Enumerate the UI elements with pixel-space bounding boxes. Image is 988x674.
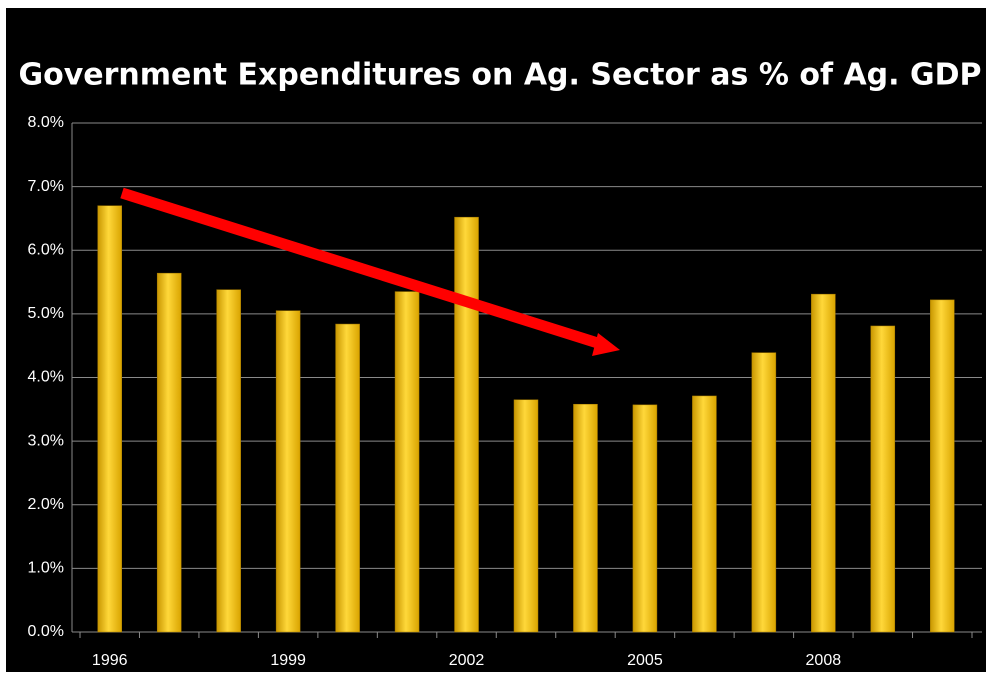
y-tick-label: 3.0% (28, 432, 64, 449)
bar (394, 291, 420, 633)
chart-title: Government Expenditures on Ag. Sector as… (18, 58, 981, 93)
background (6, 8, 986, 672)
bar (97, 205, 122, 633)
bar (275, 310, 301, 633)
bar (751, 352, 777, 633)
x-tick-label: 2005 (627, 652, 663, 669)
bar (335, 323, 360, 633)
bar (156, 272, 182, 633)
bar (930, 299, 955, 633)
plot-area: 0.0% 1.0% 2.0% 3.0% 4.0% 5.0% 6.0% 7.0% 8.0% 1996… (28, 114, 982, 669)
y-tick-label: 2.0% (28, 496, 64, 513)
trend-arrow (120, 187, 620, 356)
y-tick-label: 4.0% (28, 369, 64, 386)
bar (454, 216, 479, 633)
x-tick-label: 2002 (449, 652, 485, 669)
arrow-shaft (120, 187, 606, 351)
bar (216, 289, 241, 633)
x-tick-label: 2008 (806, 652, 842, 669)
bar (692, 395, 717, 633)
bar (811, 293, 836, 633)
bar (513, 399, 539, 633)
arrow-head (592, 333, 620, 356)
y-tick-label: 8.0% (28, 114, 64, 131)
y-tick-label: 0.0% (28, 623, 64, 640)
bar (870, 325, 896, 633)
bar (632, 404, 658, 633)
y-tick-label: 5.0% (28, 305, 64, 322)
y-tick-label: 6.0% (28, 241, 64, 258)
x-tick-label: 1996 (92, 652, 128, 669)
bar (573, 403, 598, 633)
x-tick-label: 1999 (270, 652, 306, 669)
y-tick-label: 1.0% (28, 560, 64, 577)
y-tick-label: 7.0% (28, 178, 64, 195)
